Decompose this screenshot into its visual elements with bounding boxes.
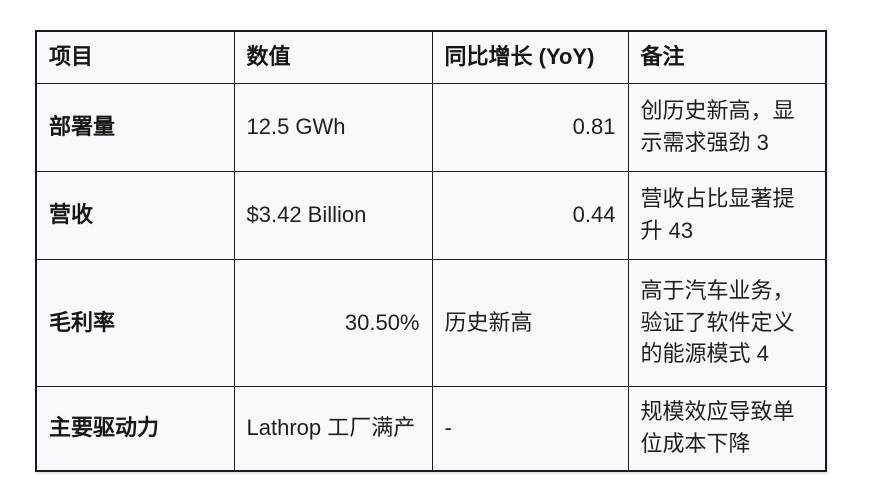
cell-value: $3.42 Billion: [233, 170, 433, 260]
cell-note: 高于汽车业务，验证了软件定义的能源模式 4: [627, 258, 827, 387]
metrics-table-container: 项目 数值 同比增长 (YoY) 备注 部署量 12.5 GWh 0.81 创历…: [35, 30, 827, 472]
table-row: 毛利率 30.50% 历史新高 高于汽车业务，验证了软件定义的能源模式 4: [35, 258, 827, 387]
header-cell-yoy: 同比增长 (YoY): [431, 30, 629, 84]
table-row: 部署量 12.5 GWh 0.81 创历史新高，显示需求强劲 3: [35, 82, 827, 172]
cell-item: 营收: [35, 170, 235, 260]
header-row: 项目 数值 同比增长 (YoY) 备注: [35, 30, 827, 84]
cell-yoy: 历史新高: [431, 258, 629, 387]
metrics-table: 项目 数值 同比增长 (YoY) 备注 部署量 12.5 GWh 0.81 创历…: [35, 30, 827, 472]
header-cell-item: 项目: [35, 30, 235, 84]
table-row: 营收 $3.42 Billion 0.44 营收占比显著提升 43: [35, 170, 827, 260]
header-cell-note: 备注: [627, 30, 827, 84]
cell-value: 12.5 GWh: [233, 82, 433, 172]
cell-item: 毛利率: [35, 258, 235, 387]
cell-item: 部署量: [35, 82, 235, 172]
cell-value: Lathrop 工厂满产: [233, 385, 433, 472]
cell-note: 创历史新高，显示需求强劲 3: [627, 82, 827, 172]
cell-value: 30.50%: [233, 258, 433, 387]
cell-item: 主要驱动力: [35, 385, 235, 472]
cell-note: 营收占比显著提升 43: [627, 170, 827, 260]
cell-yoy: -: [431, 385, 629, 472]
header-cell-value: 数值: [233, 30, 433, 84]
cell-yoy: 0.81: [431, 82, 629, 172]
cell-yoy: 0.44: [431, 170, 629, 260]
cell-note: 规模效应导致单位成本下降: [627, 385, 827, 472]
table-row: 主要驱动力 Lathrop 工厂满产 - 规模效应导致单位成本下降: [35, 385, 827, 472]
